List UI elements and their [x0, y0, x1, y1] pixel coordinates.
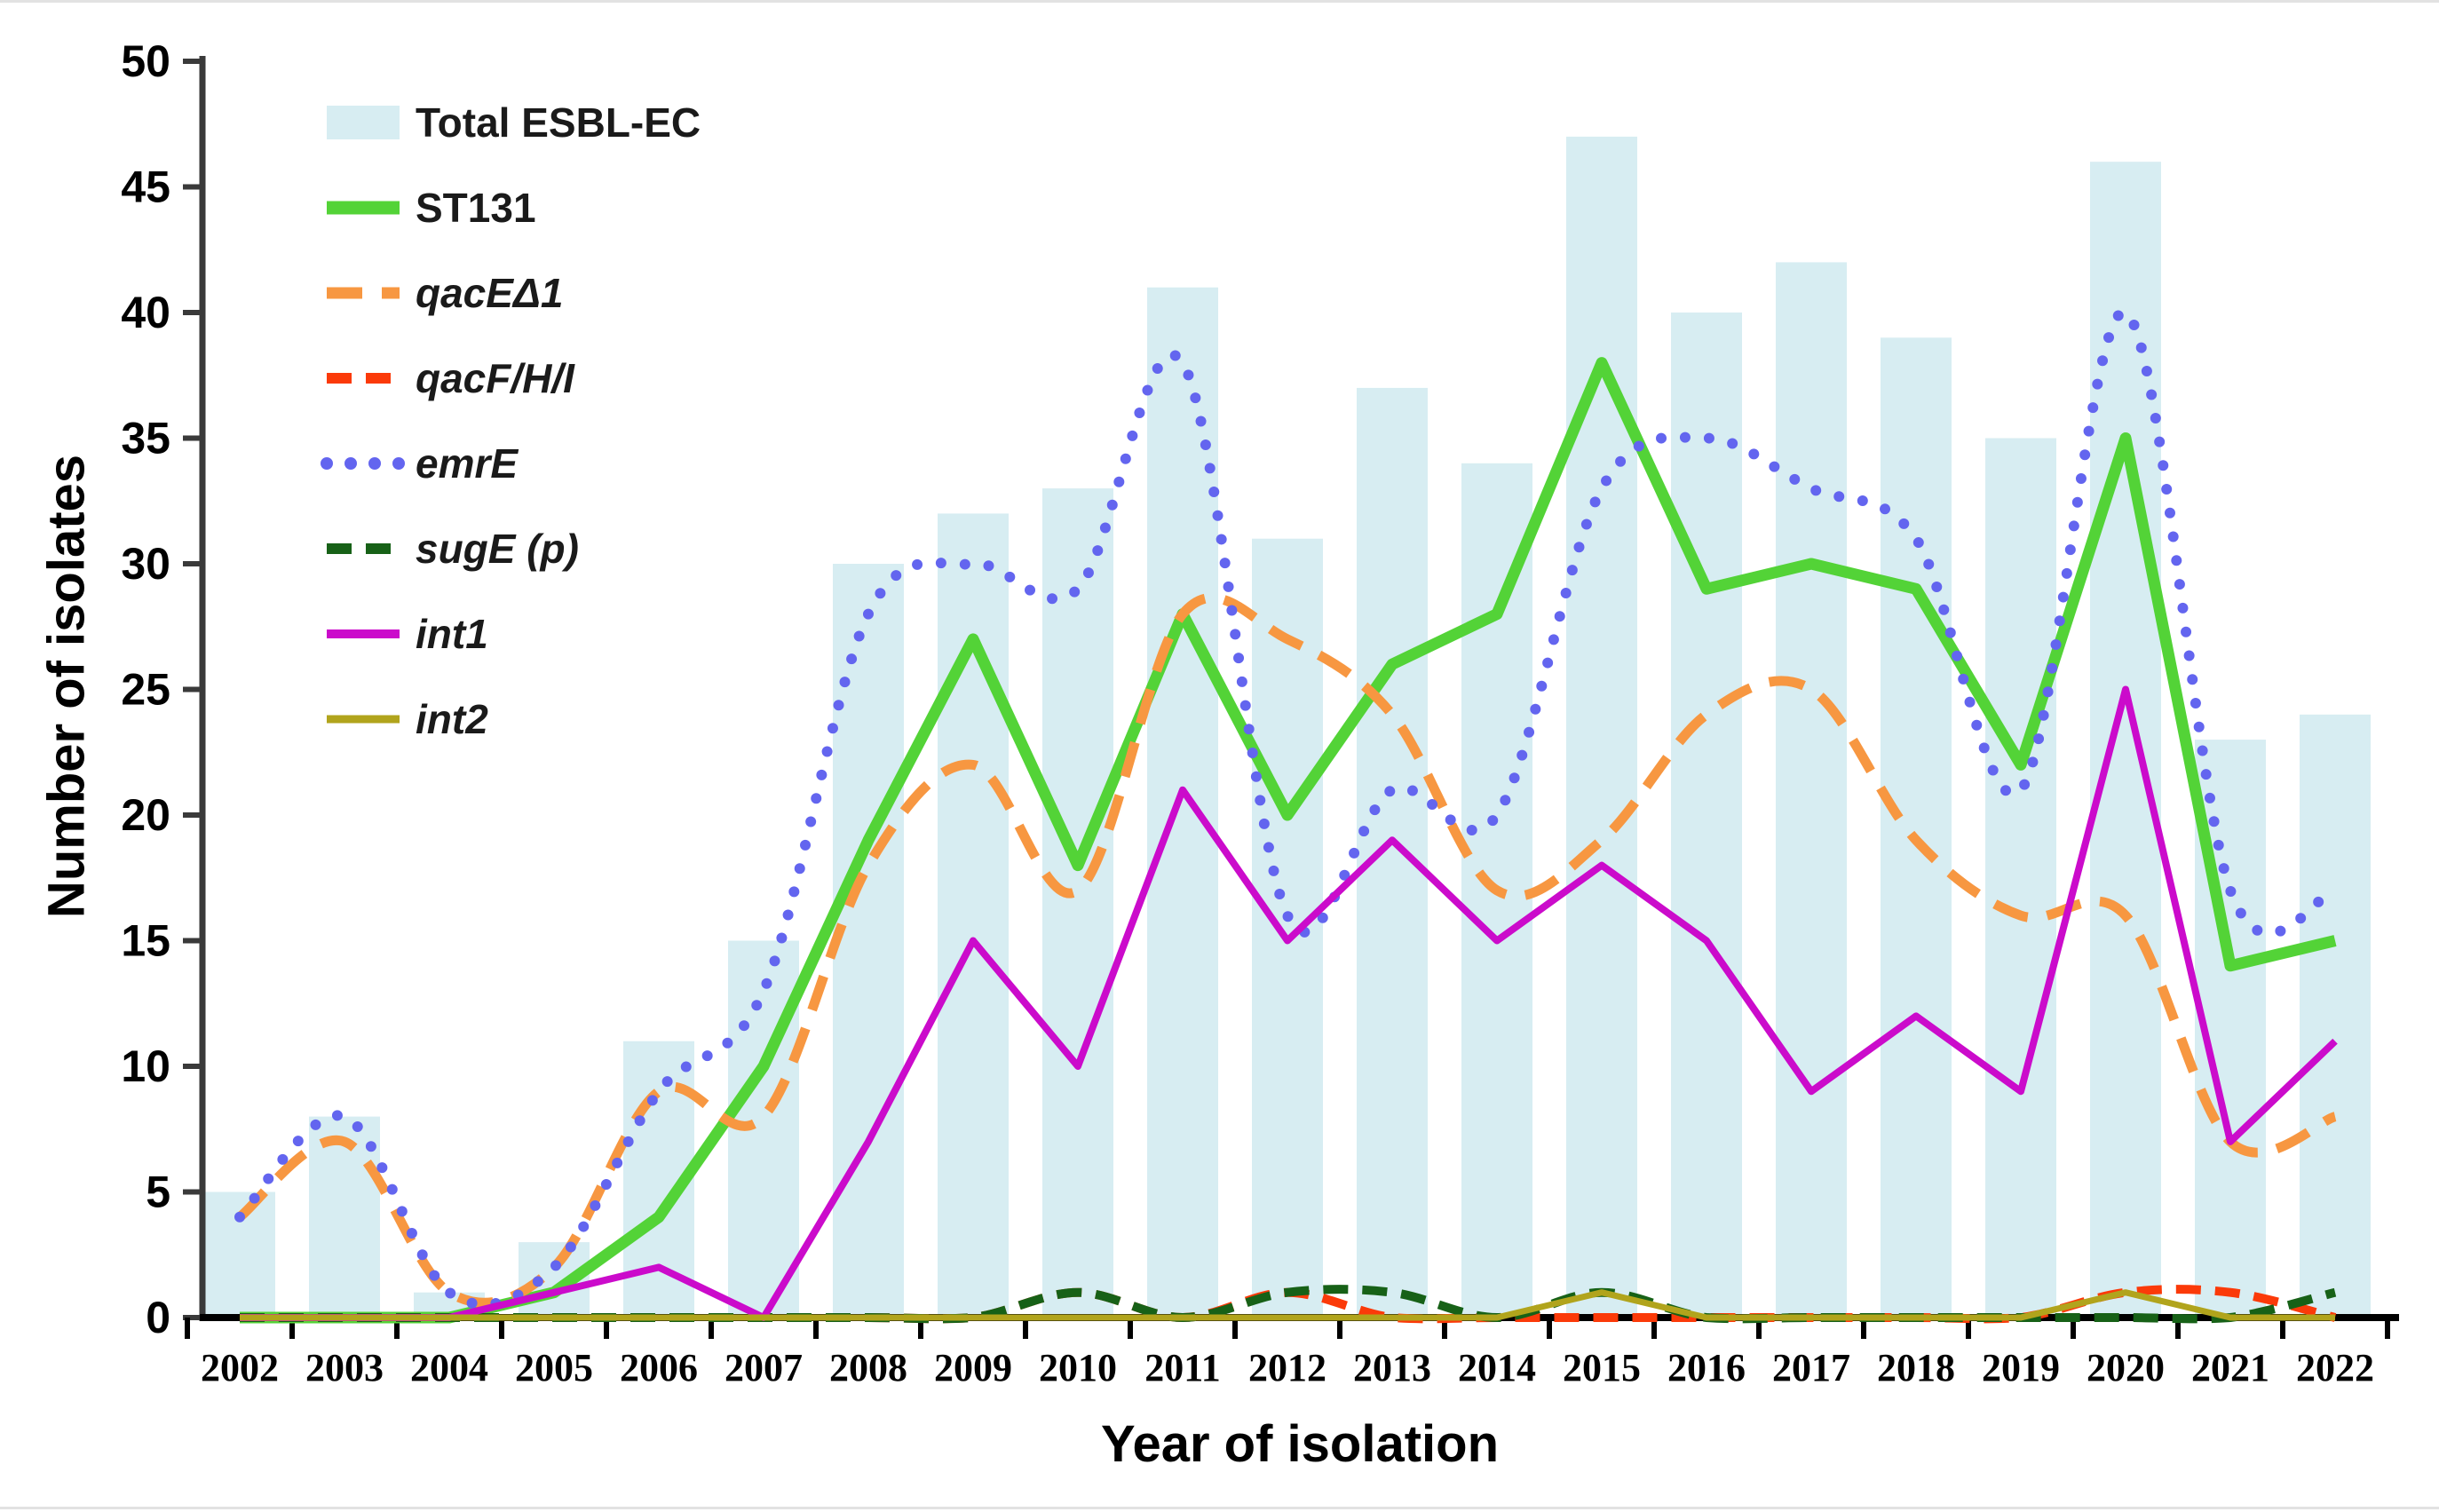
y-tick-label-20: 20: [121, 790, 170, 840]
legend-swatch-total-esbl-ec: [327, 106, 400, 139]
x-tick-label-2005: 2005: [515, 1346, 593, 1389]
x-tick-label-2019: 2019: [1982, 1346, 2060, 1389]
x-tick-label-2010: 2010: [1039, 1346, 1117, 1389]
legend-label-qace-1: qacEΔ1: [416, 270, 563, 316]
y-axis-title: Number of isolates: [37, 454, 96, 919]
x-tick-label-2002: 2002: [201, 1346, 279, 1389]
x-tick-label-2015: 2015: [1563, 1346, 1641, 1389]
bar-2018: [1881, 337, 1952, 1318]
x-tick-label-2004: 2004: [410, 1346, 488, 1389]
y-tick-label-15: 15: [121, 916, 170, 966]
bar-2022: [2300, 714, 2371, 1318]
series-line-emre: [234, 306, 2340, 1310]
x-tick-label-2017: 2017: [1772, 1346, 1850, 1389]
y-tick-label-35: 35: [121, 414, 170, 463]
legend-label-emre: emrE: [416, 440, 519, 487]
x-tick-label-2007: 2007: [725, 1346, 803, 1389]
x-tick-label-2008: 2008: [829, 1346, 907, 1389]
bar-2010: [1042, 488, 1113, 1318]
y-tick-label-0: 0: [146, 1293, 170, 1342]
x-tick-label-2014: 2014: [1458, 1346, 1536, 1389]
y-tick-label-45: 45: [121, 162, 170, 212]
y-tick-label-50: 50: [121, 36, 170, 86]
x-axis-title: Year of isolation: [1101, 1415, 1499, 1473]
legend-label-int1: int1: [416, 611, 488, 657]
bar-2020: [2090, 162, 2161, 1318]
y-tick-label-30: 30: [121, 539, 170, 589]
x-tick-label-2022: 2022: [2296, 1346, 2374, 1389]
legend-label-total-esbl-ec: Total ESBL-EC: [416, 99, 701, 146]
x-tick-label-2003: 2003: [305, 1346, 384, 1389]
x-tick-label-2018: 2018: [1877, 1346, 1955, 1389]
legend-label-suge-p-: sugE (p): [416, 526, 579, 572]
bar-2019: [1985, 438, 2056, 1318]
x-tick-label-2020: 2020: [2087, 1346, 2165, 1389]
bar-2015: [1566, 136, 1637, 1318]
x-tick-label-2006: 2006: [620, 1346, 698, 1389]
x-tick-label-2021: 2021: [2191, 1346, 2269, 1389]
bar-2016: [1671, 313, 1742, 1318]
series-line-int2: [240, 1289, 2335, 1321]
series-line-qace-1: [236, 592, 2337, 1308]
bar-2013: [1357, 387, 1428, 1318]
y-tick-label-10: 10: [121, 1041, 170, 1091]
chart-canvas: 0 5 10 15 20 25 30 35 40 45 50 2002 2003 2004 2005 2006…: [121, 36, 2399, 1389]
x-tick-label-2013: 2013: [1353, 1346, 1431, 1389]
bar-2008: [833, 564, 904, 1318]
series-line-int1: [240, 685, 2338, 1321]
legend-label-st131: ST131: [416, 185, 536, 231]
series-line-st131: [240, 357, 2337, 1324]
bar-2017: [1776, 262, 1847, 1318]
x-tick-label-2016: 2016: [1667, 1346, 1746, 1389]
x-tick-label-2011: 2011: [1144, 1346, 1221, 1389]
bar-2011: [1147, 287, 1218, 1318]
legend-label-int2: int2: [416, 696, 488, 742]
y-tick-label-25: 25: [121, 665, 170, 715]
y-tick-label-40: 40: [121, 288, 170, 337]
bar-2012: [1252, 538, 1323, 1318]
x-tick-label-2012: 2012: [1248, 1346, 1326, 1389]
y-tick-label-5: 5: [146, 1168, 170, 1217]
legend-label-qacf-h-i: qacF/H/I: [416, 355, 575, 401]
x-tick-label-2009: 2009: [934, 1346, 1012, 1389]
